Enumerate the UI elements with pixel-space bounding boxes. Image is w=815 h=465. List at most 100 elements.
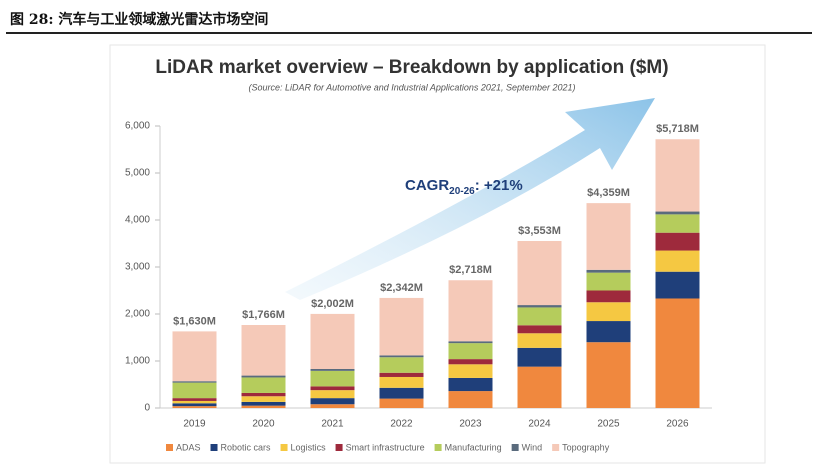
bar-segment [241,396,286,402]
cagr-annotation: CAGR20-26: +21% [405,177,523,197]
x-tick-label: 2020 [252,419,275,430]
bar-segment [448,377,493,392]
bar-segment [241,392,286,397]
bar-segment [310,313,355,369]
growth-arrow [285,98,655,300]
bar-segment [655,139,700,212]
bar-segment [310,404,355,408]
bar-segment [379,398,424,408]
bar-segment [241,405,286,408]
bar-segment [310,386,355,391]
bar-segment [379,387,424,399]
bar-segment [655,232,700,251]
x-tick-label: 2024 [528,419,551,430]
legend-swatch [166,444,173,451]
bar-segment [448,341,493,344]
bar-segment [586,203,631,270]
bar-segment [448,359,493,365]
bar-segment [172,331,217,382]
legend-swatch [552,444,560,451]
legend-label: Robotic cars [221,442,272,452]
chart-subtitle: (Source: LiDAR for Automotive and Indust… [248,82,575,92]
legend-swatch [210,444,218,451]
bar-segment [586,302,631,322]
legend-label: Smart infrastructure [346,442,425,452]
x-tick-label: 2022 [390,419,413,430]
total-label: $2,002M [311,298,354,310]
figure-title: 图 28: 汽车与工业领域激光雷达市场空间 [10,11,268,28]
bar-segment [172,382,217,399]
cagr-suffix: : +21% [475,177,523,194]
bar-segment [586,290,631,303]
x-tick-label: 2019 [183,419,206,430]
bar-segment [310,390,355,399]
x-tick-label: 2026 [666,419,689,430]
bar-segment [655,271,700,299]
legend-swatch [511,444,519,451]
y-tick-label: 2,000 [125,309,150,320]
bar-segment [172,400,217,404]
bar-segment [586,272,631,291]
bar-segment [241,324,286,376]
y-tick-label: 3,000 [125,262,150,273]
legend-swatch [434,444,442,451]
total-label: $2,342M [380,282,423,294]
y-tick-label: 6,000 [125,121,150,132]
bar-segment [172,398,217,401]
bar-segment [379,297,424,356]
total-label: $5,718M [656,123,699,135]
bar-segment [517,307,562,326]
bar-segment [310,398,355,405]
bar-segment [241,401,286,406]
bar-segment [379,355,424,358]
legend-swatch [280,444,288,451]
total-label: $1,630M [173,315,216,327]
bar-segment [448,343,493,360]
bar-segment [241,377,286,393]
plot: 0 1,000 2,000 3,000 4,000 5,000 6,000 2019 $1,63… [125,121,712,452]
bar-segment [517,347,562,367]
bar-segment [448,391,493,408]
bar-segment [586,321,631,343]
bar-segment [310,370,355,387]
bar-segment [241,375,286,378]
chart-frame [109,44,766,464]
total-label: $3,553M [518,225,561,237]
y-tick-label: 5,000 [125,168,150,179]
bar-segment [379,372,424,377]
legend-label: Manufacturing [445,442,502,452]
cagr-subscript: 20-26 [449,186,475,197]
bar-segment [172,403,217,407]
y-tick-label: 1,000 [125,356,150,367]
bar-segment [517,305,562,308]
x-tick-label: 2021 [321,419,344,430]
legend-label: ADAS [176,442,201,452]
total-label: $1,766M [242,309,285,321]
y-tick-label: 4,000 [125,215,150,226]
bar-segment [655,298,700,408]
y-tick-label: 0 [144,403,150,414]
legend-label: Wind [522,442,543,452]
cagr-text: CAGR [405,177,449,194]
bar-segment [517,333,562,348]
chart-title: LiDAR market overview – Breakdown by app… [155,57,668,78]
bar-segment [172,381,217,383]
bar-segment [655,211,700,215]
bar-segment [448,364,493,378]
bar-segment [517,325,562,334]
legend-swatch [335,444,343,451]
bar-segment [517,366,562,408]
legend-label: Topography [562,442,610,452]
bar-segment [310,368,355,371]
bar-segment [586,342,631,408]
bar-segment [586,269,631,273]
total-label: $4,359M [587,187,630,199]
x-tick-label: 2025 [597,419,620,430]
legend-label: Logistics [291,442,327,452]
bar-segment [379,357,424,373]
bar-segment [379,376,424,388]
x-tick-label: 2023 [459,419,482,430]
bar-segment [655,214,700,233]
bar-segment [172,406,217,408]
